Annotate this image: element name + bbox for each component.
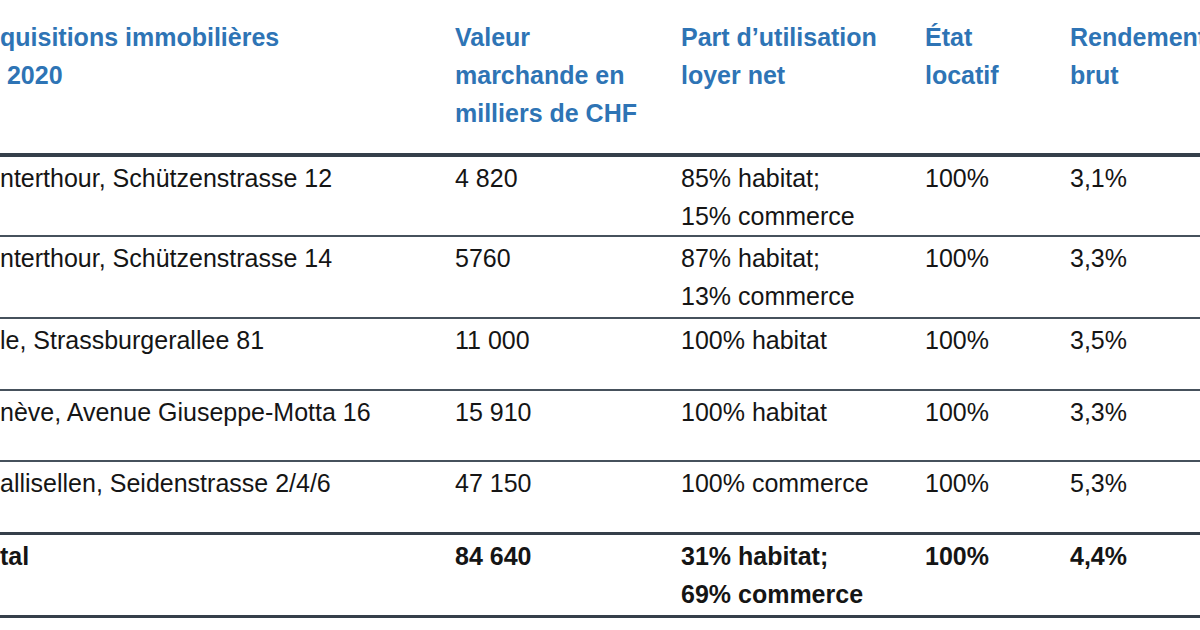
document-page: quisitions immobilières 2020 Valeur marc…: [0, 0, 1200, 630]
column-header-usage-share: Part d’utilisation loyer net: [681, 0, 925, 155]
table-row: allisellen, Seidenstrasse 2/4/6 47 150 1…: [0, 461, 1200, 534]
market-value-cell: 5760: [455, 236, 681, 318]
property-cell: nterthour, Schützenstrasse 12: [0, 155, 455, 236]
usage-cell: 85% habitat; 15% commerce: [681, 155, 925, 236]
column-header-occupancy: État locatif: [925, 0, 1070, 155]
gross-yield-cell: 3,1%: [1070, 155, 1200, 236]
table-row: nterthour, Schützenstrasse 14 5760 87% h…: [0, 236, 1200, 318]
column-header-gross-yield: Rendement brut: [1070, 0, 1200, 155]
usage-cell: 100% habitat: [681, 318, 925, 390]
usage-cell: 100% commerce: [681, 461, 925, 534]
total-market-value-cell: 84 640: [455, 534, 681, 617]
column-header-acquisitions: quisitions immobilières 2020: [0, 0, 455, 155]
total-occupancy-cell: 100%: [925, 534, 1070, 617]
occupancy-cell: 100%: [925, 236, 1070, 318]
acquisitions-table: quisitions immobilières 2020 Valeur marc…: [0, 0, 1200, 618]
gross-yield-cell: 3,5%: [1070, 318, 1200, 390]
occupancy-cell: 100%: [925, 318, 1070, 390]
column-header-market-value: Valeur marchande en milliers de CHF: [455, 0, 681, 155]
market-value-cell: 11 000: [455, 318, 681, 390]
header-row: quisitions immobilières 2020 Valeur marc…: [0, 0, 1200, 155]
property-cell: nterthour, Schützenstrasse 14: [0, 236, 455, 318]
gross-yield-cell: 3,3%: [1070, 390, 1200, 461]
table-row: nève, Avenue Giuseppe-Motta 16 15 910 10…: [0, 390, 1200, 461]
occupancy-cell: 100%: [925, 390, 1070, 461]
property-cell: nève, Avenue Giuseppe-Motta 16: [0, 390, 455, 461]
table-row: le, Strassburgerallee 81 11 000 100% hab…: [0, 318, 1200, 390]
usage-cell: 100% habitat: [681, 390, 925, 461]
gross-yield-cell: 3,3%: [1070, 236, 1200, 318]
gross-yield-cell: 5,3%: [1070, 461, 1200, 534]
total-usage-cell: 31% habitat; 69% commerce: [681, 534, 925, 617]
table-row: nterthour, Schützenstrasse 12 4 820 85% …: [0, 155, 1200, 236]
usage-cell: 87% habitat; 13% commerce: [681, 236, 925, 318]
market-value-cell: 15 910: [455, 390, 681, 461]
total-gross-yield-cell: 4,4%: [1070, 534, 1200, 617]
market-value-cell: 4 820: [455, 155, 681, 236]
property-cell: allisellen, Seidenstrasse 2/4/6: [0, 461, 455, 534]
occupancy-cell: 100%: [925, 155, 1070, 236]
property-cell: le, Strassburgerallee 81: [0, 318, 455, 390]
occupancy-cell: 100%: [925, 461, 1070, 534]
total-label-cell: tal: [0, 534, 455, 617]
total-row: tal 84 640 31% habitat; 69% commerce 100…: [0, 534, 1200, 617]
market-value-cell: 47 150: [455, 461, 681, 534]
